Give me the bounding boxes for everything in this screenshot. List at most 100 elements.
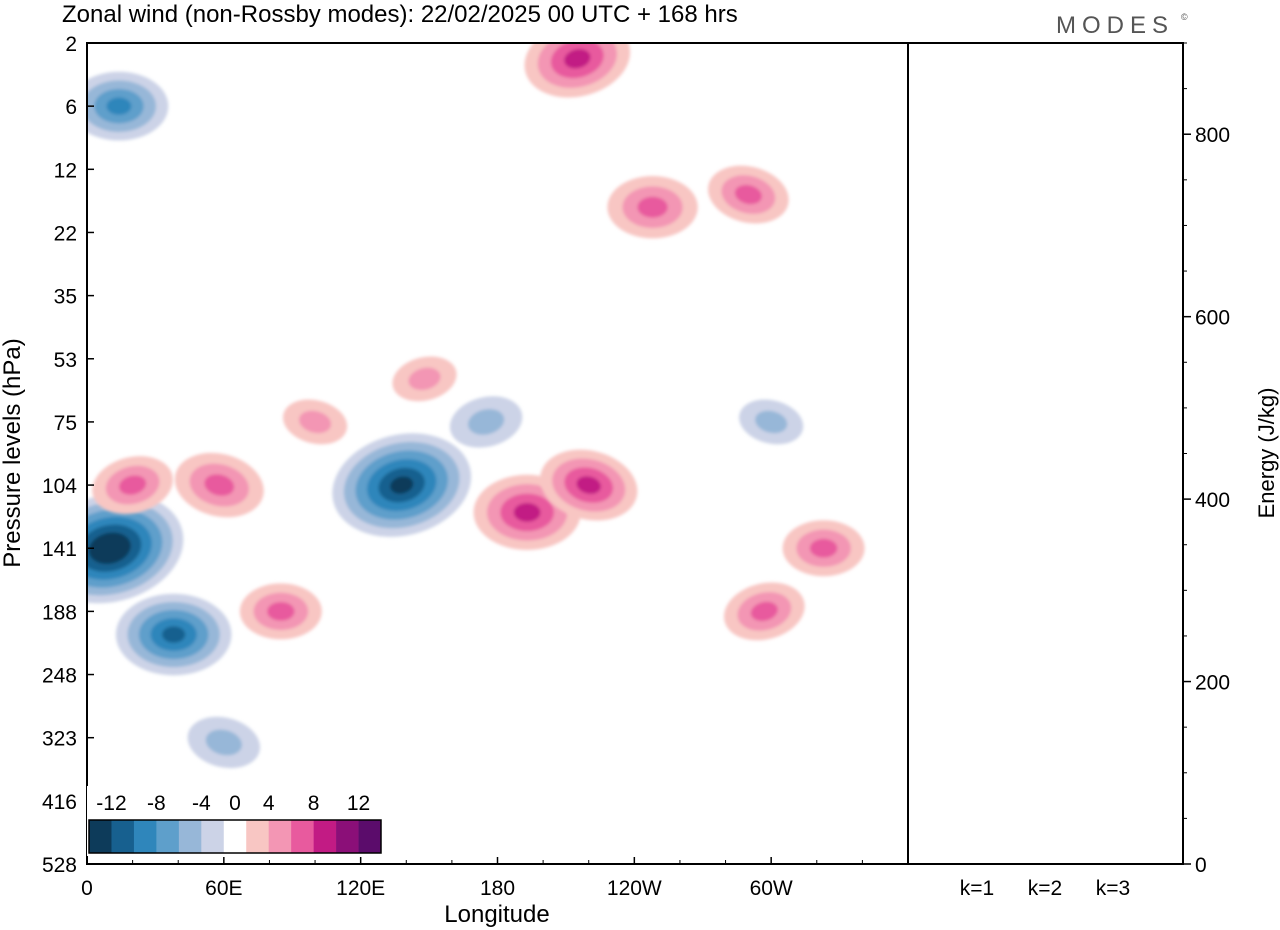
colorbar-swatch [268, 820, 292, 853]
y-tick-label: 6 [65, 96, 77, 119]
energy-category-label: k=1 [960, 877, 994, 900]
contour-band [809, 538, 838, 558]
contour-band [299, 410, 332, 434]
contour-feature [87, 493, 184, 604]
energy-axis-label: Energy (J/kg) [1254, 388, 1279, 519]
y-tick-label: 141 [42, 538, 77, 561]
contour-band [162, 626, 186, 643]
energy-axis: 0 200 400 600 800 [1183, 42, 1230, 877]
colorbar-swatch [133, 820, 157, 853]
colorbar-swatch [156, 820, 180, 853]
contour-feature [607, 176, 698, 239]
contour-band [119, 475, 147, 495]
contour-band [750, 601, 778, 621]
contour-feature [174, 452, 264, 518]
colorbar-label: 0 [229, 792, 241, 815]
contour-band [106, 97, 132, 115]
contour-feature [392, 356, 457, 402]
energy-bars: k=1 k=2 k=3 [954, 863, 1136, 900]
contour-band [408, 367, 441, 391]
contour-feature [723, 582, 805, 641]
y-tick-label: 53 [54, 349, 77, 372]
contour-feature [239, 583, 322, 640]
colorbar-label: -4 [192, 792, 211, 815]
y-axis: 2 6 12 22 35 53 75 104 141 188 248 323 416 528 [42, 33, 94, 877]
brand-logo: MODES [1056, 12, 1174, 39]
x-tick-label: 180 [480, 877, 515, 900]
contour-band [390, 476, 414, 494]
contour-feature [332, 433, 472, 537]
contour-field [87, 43, 865, 769]
brand-mark: © [1181, 12, 1188, 22]
y-tick-label: 528 [42, 854, 77, 877]
contour-band [734, 184, 762, 205]
contour-feature [540, 449, 638, 521]
contour-feature [92, 456, 173, 514]
y-tick-label: 248 [42, 665, 77, 688]
colorbar-swatch [313, 820, 337, 853]
contour-band [467, 409, 505, 435]
contour-band [99, 540, 121, 557]
colorbar-label: 4 [263, 792, 275, 815]
colorbar-swatch [336, 820, 359, 853]
contour-feature [187, 716, 261, 769]
energy-tick-label: 0 [1195, 854, 1207, 877]
y-tick-label: 12 [54, 159, 77, 182]
contour-feature [708, 165, 789, 224]
y-tick-label: 323 [42, 728, 77, 751]
energy-bar [954, 863, 1000, 865]
x-tick-label: 60E [205, 877, 242, 900]
contour-band [204, 474, 235, 496]
contour-band [576, 476, 601, 494]
contour-feature [782, 520, 865, 577]
contour-band [205, 729, 242, 756]
colorbar-swatch [358, 820, 382, 853]
colorbar-label: 12 [347, 792, 370, 815]
colorbar-swatch [178, 820, 202, 853]
contour-feature [739, 399, 804, 445]
energy-plot-frame [907, 42, 1184, 865]
contour-band [267, 602, 295, 621]
contour-feature [87, 71, 169, 141]
y-tick-label: 188 [42, 601, 77, 624]
colorbar-label: -8 [147, 792, 166, 815]
x-tick-label: 0 [81, 877, 93, 900]
energy-bar [1022, 863, 1068, 865]
colorbar-swatch [89, 820, 112, 853]
x-tick-label: 120E [336, 877, 385, 900]
colorbar-frame [88, 819, 382, 854]
contour-feature [449, 396, 523, 448]
energy-category-label: k=2 [1028, 877, 1062, 900]
x-axis-label: Longitude [444, 901, 549, 928]
y-tick-label: 416 [42, 791, 77, 814]
energy-tick-label: 800 [1195, 124, 1230, 147]
energy-tick-label: 200 [1195, 672, 1230, 695]
contour-band [513, 502, 541, 522]
x-tick-label: 60W [750, 877, 793, 900]
colorbar: -12 -8 -4 0 4 8 12 [87, 786, 383, 856]
contour-band [637, 196, 668, 218]
energy-category-label: k=3 [1096, 877, 1130, 900]
contour-feature [115, 593, 232, 676]
contour-band [564, 49, 591, 69]
y-tick-label: 75 [54, 412, 77, 435]
colorbar-label: 8 [308, 792, 320, 815]
contour-feature [524, 43, 631, 98]
y-tick-label: 22 [54, 222, 77, 245]
colorbar-swatch [111, 820, 135, 853]
contour-band [755, 410, 788, 434]
energy-bar [1090, 863, 1136, 865]
y-tick-label: 35 [54, 286, 77, 309]
chart-title: Zonal wind (non-Rossby modes): 22/02/202… [62, 1, 738, 28]
y-tick-label: 104 [42, 475, 77, 498]
colorbar-label: -12 [96, 792, 126, 815]
y-tick-label: 2 [65, 33, 77, 56]
colorbar-swatch [223, 820, 247, 853]
x-axis: 0 60E 120E 180 120W 60W [81, 857, 863, 900]
colorbar-swatch [246, 820, 269, 853]
y-axis-label: Pressure levels (hPa) [0, 338, 26, 567]
colorbar-swatch [201, 820, 225, 853]
energy-tick-label: 400 [1195, 489, 1230, 512]
energy-tick-label: 600 [1195, 307, 1230, 330]
